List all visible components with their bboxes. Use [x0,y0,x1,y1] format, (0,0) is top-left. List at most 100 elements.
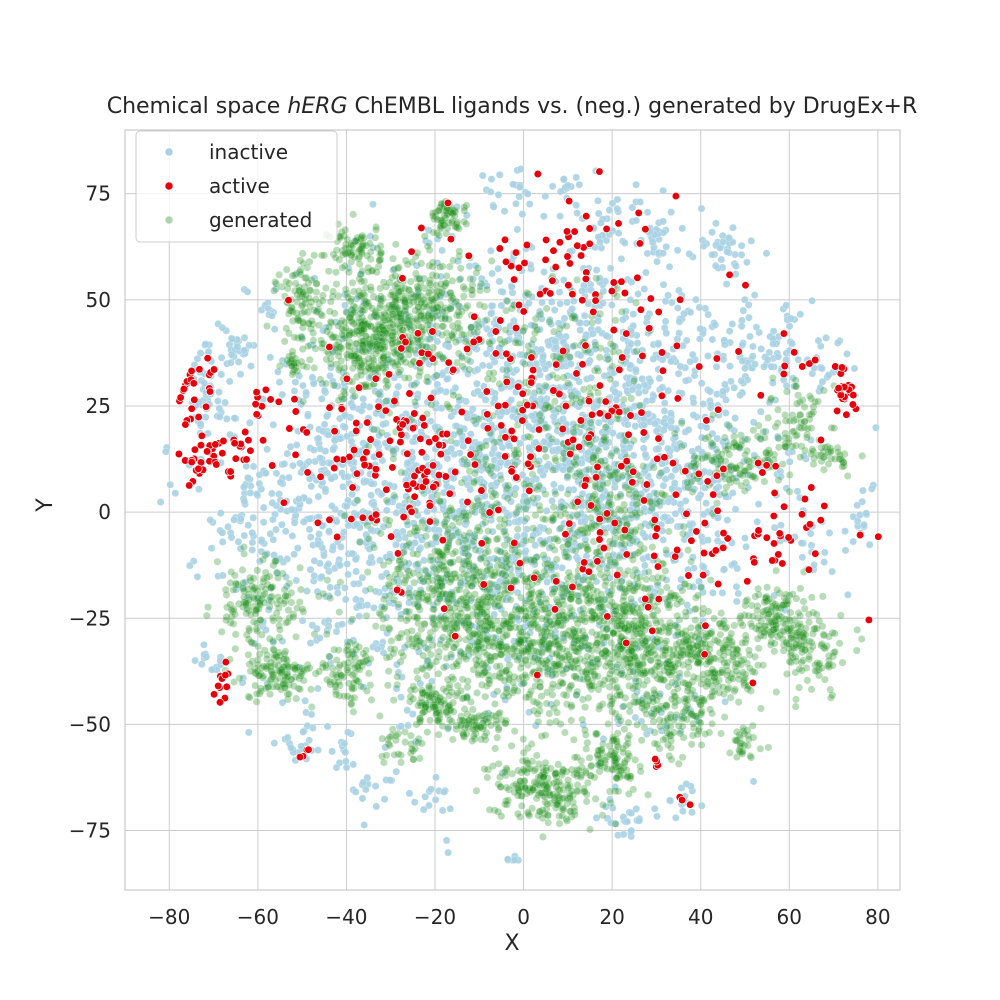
point-inactive [807,541,816,550]
point-generated [414,560,423,568]
point-generated [341,285,350,294]
point-inactive [723,516,732,524]
point-inactive [373,645,382,653]
point-generated [423,541,432,550]
point-generated [513,525,522,534]
point-inactive [686,357,695,366]
point-inactive [632,180,640,189]
point-inactive [664,444,672,453]
point-generated [389,696,398,705]
point-inactive [650,805,659,813]
point-generated [387,637,396,645]
point-inactive [676,500,685,509]
point-generated [460,203,469,212]
point-generated [401,292,410,300]
point-generated [371,622,380,631]
point-inactive [631,422,640,431]
point-inactive [744,301,753,309]
point-generated [437,280,445,288]
point-inactive [489,202,498,211]
chart-title-prefix: Chemical space [107,94,288,119]
point-inactive [623,817,632,826]
point-inactive [359,401,368,410]
point-generated [529,524,537,533]
point-generated [276,626,284,634]
point-generated [487,257,496,265]
point-generated [428,262,437,271]
point-inactive [338,620,346,629]
point-inactive [662,242,671,251]
point-inactive [364,659,373,668]
point-generated [346,351,355,360]
point-inactive [737,250,746,259]
point-generated [436,263,444,271]
chart-title-suffix: ChEMBL ligands vs. (neg.) generated by D… [348,94,918,119]
point-generated [334,321,343,330]
point-generated [445,315,453,324]
scatter-points [156,165,883,865]
point-generated [497,475,505,484]
point-inactive [207,544,216,553]
point-generated [402,607,410,616]
point-generated [285,690,293,698]
point-inactive [259,518,268,527]
point-inactive [828,567,836,576]
point-inactive [560,314,569,323]
point-generated [434,730,443,739]
point-inactive [655,374,664,383]
point-generated [648,543,657,551]
point-inactive [559,415,567,423]
point-inactive [641,450,650,459]
point-inactive [509,180,517,189]
point-generated [364,267,373,276]
point-inactive [244,473,252,482]
point-inactive [539,352,547,361]
point-inactive [380,795,389,804]
point-generated [442,272,451,280]
point-inactive [512,366,521,374]
point-generated [420,232,429,240]
point-generated [438,331,446,339]
point-inactive [344,570,352,579]
point-generated [272,279,280,288]
point-inactive [328,747,336,756]
point-inactive [667,357,675,366]
point-inactive [336,561,344,570]
point-inactive [510,637,518,646]
point-generated [383,355,392,364]
point-inactive [372,802,381,811]
point-generated [270,646,278,654]
point-inactive [306,533,315,541]
point-inactive [749,777,758,786]
point-inactive [849,537,858,546]
point-inactive [343,560,351,568]
point-generated [425,288,434,297]
point-inactive [640,285,649,293]
point-inactive [798,553,807,562]
point-inactive [667,417,676,426]
point-inactive [290,519,299,527]
point-inactive [278,520,286,529]
point-generated [448,735,457,744]
point-inactive [643,313,652,322]
point-inactive [708,335,717,344]
point-generated [466,274,475,283]
point-generated [366,655,375,663]
point-inactive [736,391,744,400]
point-generated [322,284,330,292]
point-generated [384,681,392,690]
point-generated [405,539,413,547]
point-generated [393,360,402,369]
point-inactive [337,543,345,551]
point-generated [263,322,271,330]
point-inactive [762,249,771,258]
point-generated [229,586,238,594]
point-generated [345,268,353,277]
point-inactive [512,199,520,208]
point-generated [477,280,485,288]
point-generated [245,626,254,635]
point-inactive [747,237,756,245]
point-inactive [495,170,504,179]
point-inactive [416,638,425,646]
point-inactive [317,395,326,403]
